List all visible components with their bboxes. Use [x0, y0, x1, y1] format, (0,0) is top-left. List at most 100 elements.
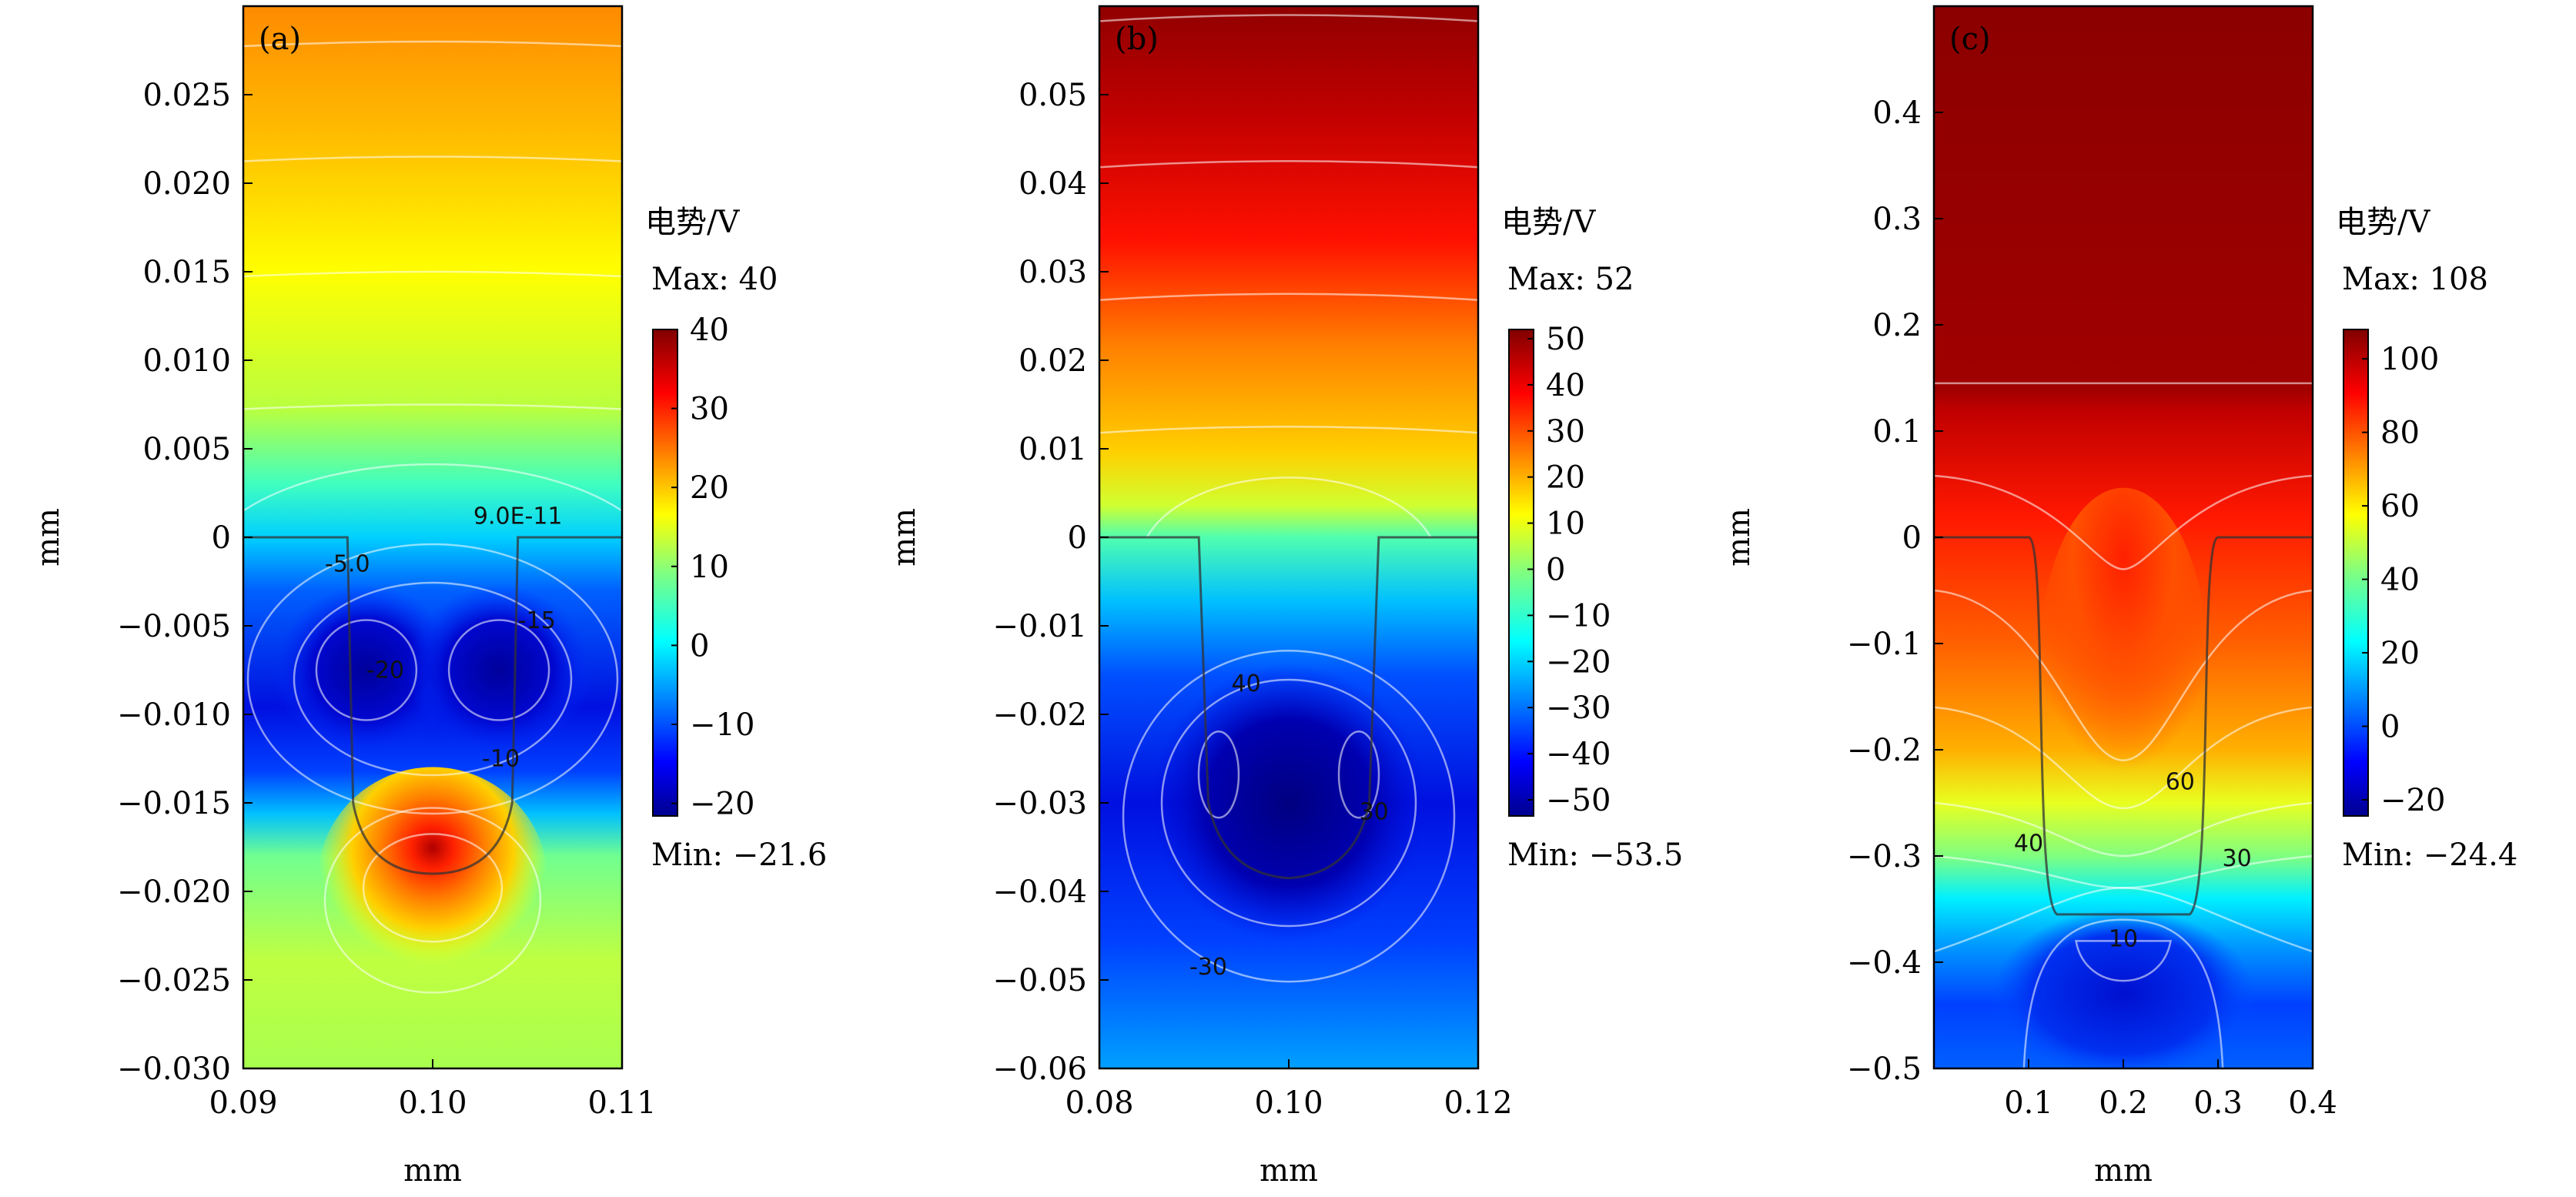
y-tick-label: 0.025: [142, 78, 231, 113]
colorbar-tick-label: 20: [690, 470, 729, 506]
isoline-upper-3: [243, 403, 622, 410]
y-tick-label: −0.005: [117, 609, 231, 644]
isoline-ring-outer: [1122, 650, 1456, 983]
colorbar-b: 电势/V Max: 52 50 40 30 20 10 0 −10 −20 −30 −40 −50 Min…: [1501, 205, 1683, 873]
colorbar-tick-label: 40: [1546, 368, 1585, 403]
y-tick-label: 0.3: [1872, 202, 1922, 237]
colorbar-max-label: Max: 40: [651, 262, 778, 297]
y-tick-label: −0.4: [1847, 945, 1922, 981]
colorbar-tick-label: 20: [1546, 460, 1585, 496]
colorbar-tick-label: −20: [1546, 644, 1611, 680]
contour-label: 30: [1360, 799, 1389, 826]
y-tick-label: −0.030: [117, 1052, 231, 1087]
contour-label: 10: [2109, 926, 2138, 953]
y-tick-label: 0: [1068, 520, 1087, 556]
colorbar-a: 电势/V Max: 40 40 30 20 10 0 −10 −20 Min: −21.6: [645, 205, 827, 873]
isoline-hot-inner: [362, 833, 503, 943]
cold-lobe-left: [273, 585, 459, 755]
colorbar-tick-label: −40: [1546, 737, 1611, 772]
isoline-upper-3: [1099, 426, 1478, 434]
contour-label: 9.0E-11: [473, 503, 563, 530]
contour-label: 40: [2014, 830, 2043, 857]
contour-label: 30: [2223, 845, 2252, 872]
x-tick-label: 0.2: [2099, 1085, 2148, 1121]
colorbar-tick-label: 20: [2380, 636, 2420, 671]
x-axis-title: mm: [403, 1153, 462, 1189]
isoline-upper-2: [243, 270, 622, 278]
y-tick-label: 0: [212, 520, 231, 556]
y-tick-label: −0.06: [992, 1052, 1087, 1087]
x-tick-label: 0.1: [2004, 1085, 2053, 1121]
y-tick-label: −0.020: [117, 874, 231, 910]
isoline-lobe-left: [315, 619, 418, 721]
panel-a: 9.0E-11 -5.0 -15 -20 -10 (a) 0.025 0.020 0.015 0.…: [31, 5, 827, 1189]
y-tick-label: −0.03: [992, 786, 1087, 821]
contour-label: -15: [518, 607, 556, 634]
y-tick-label: −0.04: [992, 874, 1087, 910]
x-tick-label: 0.10: [398, 1085, 467, 1121]
colorbar-max-label: Max: 108: [2342, 262, 2488, 297]
colorbar-gradient: [2343, 329, 2369, 817]
x-tick-label: 0.12: [1444, 1085, 1512, 1121]
y-tick-label: 0.015: [142, 255, 231, 290]
colorbar-title: 电势/V: [2336, 205, 2430, 240]
y-tick-label: 0.04: [1019, 166, 1087, 202]
y-tick-label: −0.1: [1847, 627, 1922, 662]
isoline-lobe-right: [447, 619, 550, 721]
y-tick-label: 0.01: [1019, 432, 1087, 467]
x-axis-title: mm: [1260, 1153, 1318, 1189]
isoline-upper-1: [1934, 474, 2313, 570]
colorbar-tick-label: −10: [690, 707, 754, 743]
y-tick-label: 0.1: [1872, 414, 1922, 450]
y-tick-label: 0.010: [142, 343, 231, 379]
cold-lobe-right: [406, 585, 592, 755]
isoline-hot-outer: [323, 807, 542, 994]
cold-core: [1992, 909, 2254, 1068]
y-tick-label: −0.015: [117, 786, 231, 821]
colorbar-tick-label: 0: [1546, 553, 1565, 588]
y-tick-label: −0.2: [1847, 733, 1922, 768]
isoline-lobe-right: [1337, 730, 1380, 819]
isoline-band-1: [1934, 706, 2313, 810]
x-tick-label: 0.08: [1065, 1085, 1133, 1121]
isoline-lower-0: [1934, 887, 2313, 953]
panel-c: 60 40 30 10 (c) 0.4 0.3 0.2 0.1 0 −0.1 −0.2 −0.3 −0.4…: [1721, 5, 2517, 1189]
potential-field-c: [1934, 6, 2313, 1068]
colorbar-tick-label: −20: [2380, 783, 2445, 818]
isoline-ring-outer: [246, 543, 619, 815]
isoline-cap: [1146, 476, 1432, 538]
colorbar-tick-label: 80: [2380, 416, 2420, 451]
y-axis-title: mm: [31, 508, 66, 567]
isoline-upper-1: [1099, 160, 1478, 169]
colorbar-tick-label: 0: [2380, 710, 2400, 745]
colorbar-tick-label: −20: [690, 787, 754, 822]
panel-label: (a): [259, 22, 301, 57]
y-tick-label: 0.005: [142, 432, 231, 467]
panel-b: 40 30 -30 (b) 0.05 0.04 0.03 0.02 0.01 0 −0.01 −0.0…: [887, 5, 1683, 1189]
x-tick-label: 0.4: [2288, 1085, 2337, 1121]
y-tick-label: 0.020: [142, 166, 231, 202]
isoline-upper-0: [243, 40, 622, 48]
isoline-upper-1: [243, 155, 622, 162]
dip-region: [2039, 487, 2208, 842]
colorbar-gradient: [1508, 329, 1534, 817]
isoline-band-0: [1934, 589, 2313, 762]
isoline-ring-inner: [293, 581, 573, 777]
colorbar-tick-label: 50: [1546, 322, 1585, 357]
colorbar-tick-label: −10: [1546, 598, 1611, 634]
colorbar-tick-label: 100: [2380, 342, 2439, 377]
colorbar-tick-label: −50: [1546, 783, 1611, 818]
colorbar-tick-label: 40: [2380, 563, 2420, 598]
panel-label: (c): [1949, 22, 1991, 57]
y-tick-label: 0.05: [1019, 78, 1087, 113]
colorbar-tick-label: 30: [690, 392, 729, 427]
colorbar-min-label: Min: −24.4: [2342, 838, 2517, 873]
colorbar-title: 电势/V: [645, 205, 740, 240]
y-tick-label: −0.01: [992, 609, 1087, 644]
contour-label: 60: [2166, 768, 2195, 795]
potential-field-a: [243, 6, 622, 1068]
isoline-upper-0: [1099, 14, 1478, 22]
contour-label: -20: [366, 657, 404, 684]
isoline-core: [2075, 940, 2172, 982]
